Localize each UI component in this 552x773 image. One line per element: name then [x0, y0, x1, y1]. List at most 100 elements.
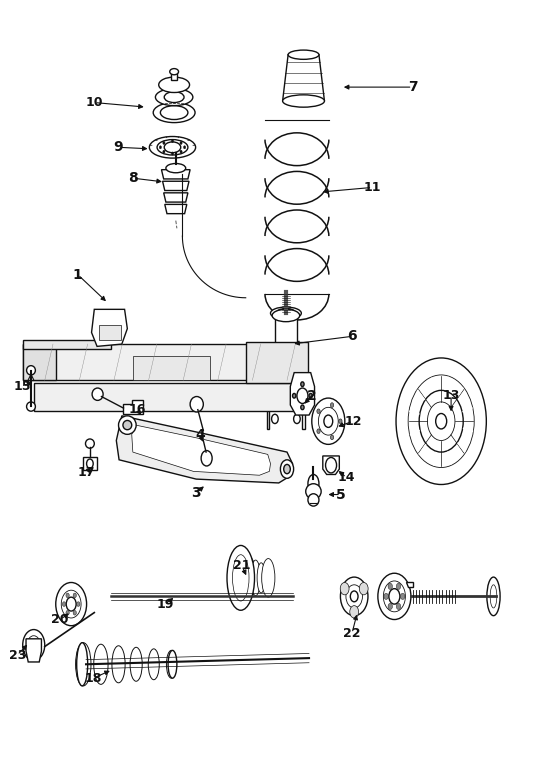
Ellipse shape	[160, 146, 162, 149]
Text: 15: 15	[14, 380, 31, 393]
Polygon shape	[124, 400, 143, 414]
Ellipse shape	[262, 559, 275, 598]
Polygon shape	[290, 373, 315, 415]
Polygon shape	[92, 309, 128, 346]
Ellipse shape	[157, 140, 188, 155]
Ellipse shape	[26, 366, 35, 375]
Ellipse shape	[324, 415, 333, 427]
Ellipse shape	[27, 635, 40, 654]
Ellipse shape	[309, 393, 312, 398]
Ellipse shape	[339, 419, 342, 424]
Polygon shape	[23, 340, 111, 349]
Ellipse shape	[284, 465, 290, 474]
Ellipse shape	[119, 416, 136, 434]
Ellipse shape	[77, 601, 80, 606]
Ellipse shape	[94, 644, 108, 684]
Ellipse shape	[317, 409, 320, 414]
Ellipse shape	[180, 150, 182, 153]
Ellipse shape	[171, 152, 173, 155]
Ellipse shape	[92, 388, 103, 400]
Text: 5: 5	[336, 488, 346, 502]
Text: 17: 17	[77, 466, 95, 479]
Ellipse shape	[153, 103, 195, 123]
Ellipse shape	[389, 589, 400, 604]
Polygon shape	[283, 55, 325, 101]
Ellipse shape	[164, 92, 184, 103]
Ellipse shape	[86, 439, 94, 448]
Ellipse shape	[238, 555, 251, 601]
Ellipse shape	[270, 307, 301, 319]
Ellipse shape	[150, 137, 195, 158]
Ellipse shape	[317, 429, 320, 434]
Ellipse shape	[408, 375, 474, 468]
Text: 8: 8	[128, 171, 137, 186]
Ellipse shape	[400, 594, 405, 600]
Ellipse shape	[272, 309, 300, 322]
Ellipse shape	[396, 358, 486, 485]
Text: 13: 13	[442, 390, 460, 402]
Ellipse shape	[66, 611, 69, 615]
Ellipse shape	[351, 591, 358, 601]
Ellipse shape	[167, 650, 176, 678]
Polygon shape	[116, 416, 293, 483]
Ellipse shape	[350, 605, 359, 618]
Polygon shape	[323, 456, 339, 475]
Text: 4: 4	[195, 428, 205, 442]
Ellipse shape	[427, 402, 455, 441]
Ellipse shape	[163, 141, 165, 145]
Ellipse shape	[384, 581, 405, 611]
Polygon shape	[164, 192, 188, 202]
Text: 14: 14	[338, 471, 355, 484]
Ellipse shape	[263, 566, 270, 591]
Ellipse shape	[312, 398, 345, 444]
Ellipse shape	[148, 649, 160, 679]
Ellipse shape	[326, 458, 337, 473]
Ellipse shape	[280, 460, 294, 478]
Ellipse shape	[180, 141, 182, 145]
Polygon shape	[133, 356, 210, 380]
Text: 21: 21	[233, 559, 251, 572]
Ellipse shape	[73, 611, 76, 615]
Text: 20: 20	[51, 613, 69, 626]
Polygon shape	[132, 425, 270, 475]
Polygon shape	[246, 342, 308, 383]
Ellipse shape	[112, 645, 125, 683]
Ellipse shape	[56, 583, 87, 625]
Polygon shape	[163, 181, 189, 190]
Text: 18: 18	[84, 672, 102, 685]
Polygon shape	[99, 325, 121, 340]
Ellipse shape	[301, 405, 304, 410]
Ellipse shape	[297, 388, 308, 404]
Polygon shape	[34, 383, 306, 411]
Ellipse shape	[293, 393, 296, 398]
Ellipse shape	[232, 552, 246, 604]
Ellipse shape	[384, 594, 388, 600]
Ellipse shape	[73, 593, 76, 598]
Ellipse shape	[487, 577, 500, 615]
Ellipse shape	[66, 598, 76, 611]
Ellipse shape	[272, 396, 300, 408]
Ellipse shape	[341, 577, 368, 615]
Text: 6: 6	[347, 329, 357, 343]
Ellipse shape	[346, 585, 363, 608]
Ellipse shape	[201, 451, 212, 466]
Ellipse shape	[77, 642, 88, 686]
Ellipse shape	[232, 555, 249, 601]
Ellipse shape	[319, 407, 338, 435]
Ellipse shape	[130, 647, 142, 681]
Ellipse shape	[169, 69, 178, 75]
Polygon shape	[26, 638, 41, 662]
Polygon shape	[165, 204, 187, 213]
Ellipse shape	[168, 650, 177, 678]
Text: 22: 22	[343, 627, 361, 640]
Ellipse shape	[62, 601, 66, 606]
Ellipse shape	[171, 140, 173, 143]
Ellipse shape	[156, 89, 193, 106]
Ellipse shape	[283, 95, 325, 107]
Ellipse shape	[276, 308, 296, 318]
Ellipse shape	[272, 414, 278, 424]
Ellipse shape	[163, 150, 165, 153]
Ellipse shape	[301, 382, 304, 386]
Ellipse shape	[166, 164, 185, 172]
Ellipse shape	[490, 585, 497, 608]
